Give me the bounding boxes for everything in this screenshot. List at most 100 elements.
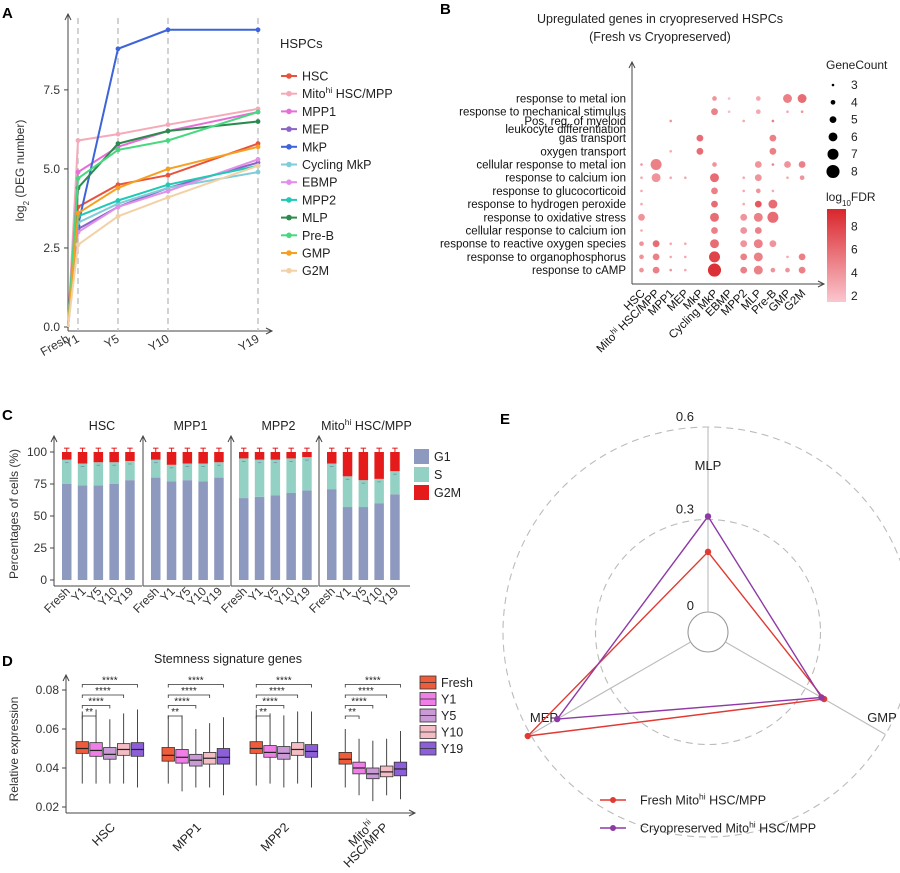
b-dot <box>640 163 643 166</box>
e-legend-label: Fresh Mitohi HSC/MPP <box>640 792 766 808</box>
d-significance-bracket <box>81 684 138 688</box>
b-dot <box>754 227 762 234</box>
a-data-point <box>75 210 81 216</box>
e-axis-label: MEP <box>530 710 558 725</box>
d-significance-bracket <box>344 684 401 688</box>
a-legend-label: HSC <box>302 70 328 84</box>
b-dot <box>727 97 731 100</box>
b-dot <box>798 266 806 274</box>
b-dot <box>768 199 778 209</box>
c-bar-g2m <box>327 452 337 464</box>
b-dot <box>640 202 643 206</box>
d-significance-label: ** <box>348 707 356 718</box>
d-significance-bracket <box>255 684 312 688</box>
b-dot <box>669 242 672 245</box>
b-dot <box>712 162 717 167</box>
c-group-title: MPP2 <box>261 419 295 433</box>
c-bar-s <box>214 462 224 478</box>
b-dot <box>754 200 762 208</box>
b-row-label: response to hydrogen peroxide <box>467 199 626 211</box>
panel-letter-c: C <box>2 407 13 424</box>
a-legend-swatch-dot <box>286 126 292 132</box>
e-legend-swatch-dot <box>610 797 616 803</box>
c-legend-label: G2M <box>434 486 461 500</box>
b-size-legend-label: 4 <box>851 95 858 109</box>
b-dot <box>769 240 777 248</box>
c-group-title: HSC <box>89 419 115 433</box>
c-bar-s <box>198 463 208 482</box>
panel-letter-b: B <box>440 1 451 18</box>
a-data-point <box>255 157 261 162</box>
b-dot <box>669 176 672 179</box>
c-bar-g1 <box>198 481 208 580</box>
d-y-axis-label: Relative expression <box>7 697 21 802</box>
a-x-tick-label: Y19 <box>236 331 262 354</box>
d-x-tick-label: MPP2 <box>258 820 292 854</box>
a-y-axis-label: log2 (DEG number) <box>13 120 31 222</box>
b-dot <box>754 174 762 182</box>
b-dot <box>767 211 779 223</box>
d-significance-label: **** <box>102 676 118 687</box>
a-legend-label: MPP2 <box>302 193 336 207</box>
e-data-point <box>704 548 712 556</box>
b-dot <box>753 239 763 249</box>
d-significance-bracket <box>167 705 197 709</box>
b-dot <box>769 147 777 155</box>
c-bar-g1 <box>270 495 281 580</box>
b-dot <box>709 251 720 263</box>
b-dot <box>784 161 791 168</box>
c-bar-g1 <box>342 507 353 580</box>
a-data-point <box>255 169 261 175</box>
c-bar-g1 <box>254 496 265 580</box>
d-legend-label: Y19 <box>441 742 463 756</box>
b-title-line2: (Fresh vs Cryopreserved) <box>589 30 731 44</box>
b-dot <box>684 268 687 272</box>
b-size-legend-dot <box>827 148 839 160</box>
c-group-title: MPP1 <box>173 419 207 433</box>
b-dot <box>652 266 660 274</box>
b-dot <box>786 176 789 179</box>
c-legend-swatch <box>414 449 429 464</box>
b-size-legend-label: 8 <box>851 165 858 179</box>
b-y-axis-arrow <box>628 60 636 69</box>
b-dot <box>753 265 763 275</box>
panel-d-box-plot: Stemness signature genes Relative express… <box>7 652 473 870</box>
a-data-point <box>75 169 81 175</box>
a-data-point <box>115 185 121 191</box>
c-bar-g1 <box>62 484 72 580</box>
d-significance-bracket <box>81 694 125 698</box>
b-dot <box>798 161 806 168</box>
d-box <box>338 752 352 765</box>
d-significance-label: **** <box>269 686 285 697</box>
d-significance-label: **** <box>88 697 104 708</box>
a-series-line <box>67 145 259 328</box>
a-data-point <box>165 182 171 188</box>
b-color-legend-bar <box>827 209 846 302</box>
b-dot <box>771 189 775 193</box>
b-dot <box>797 94 807 103</box>
a-legend-swatch-dot <box>286 197 292 203</box>
d-significance-bracket <box>81 705 111 709</box>
a-data-point <box>165 194 171 200</box>
a-legend-label: Cycling MkP <box>302 158 371 172</box>
c-bar-g1 <box>77 485 88 580</box>
e-data-point <box>553 715 561 723</box>
b-dot <box>770 267 776 273</box>
c-bar-s <box>254 459 265 497</box>
b-dot <box>755 188 761 194</box>
b-dot <box>786 255 789 259</box>
a-data-point <box>165 122 171 128</box>
a-data-point <box>165 27 171 33</box>
c-legend-swatch <box>414 467 429 482</box>
d-legend-label: Y1 <box>441 693 456 707</box>
b-dot <box>740 240 748 248</box>
c-bar-s <box>342 476 353 508</box>
b-size-legend-label: 6 <box>851 130 858 144</box>
c-group-title: Mitohi HSC/MPP <box>321 417 412 433</box>
b-dot <box>783 94 792 103</box>
b-dot <box>742 119 745 123</box>
e-axis-label: MLP <box>695 458 722 473</box>
b-dot <box>727 110 731 113</box>
b-title-line1: Upregulated genes in cryopreserved HSPCs <box>537 12 783 26</box>
